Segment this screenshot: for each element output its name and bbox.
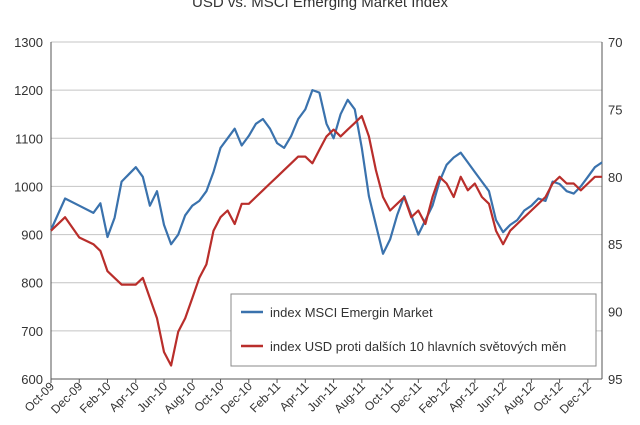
y-left-tick-label: 600 <box>21 372 43 387</box>
x-tick-label: Aug-12 <box>500 379 537 416</box>
y-right-tick-label: 75 <box>608 102 622 117</box>
x-tick-label: Feb-12 <box>416 379 453 416</box>
x-tick-label: Apr-10 <box>107 379 143 415</box>
y-right-tick-label: 70 <box>608 35 622 50</box>
x-tick-label: Dec-12 <box>557 379 594 416</box>
series-line-usd <box>50 115 602 367</box>
y-left-tick-label: 1300 <box>14 35 43 50</box>
y-left-tick-label: 700 <box>21 324 43 339</box>
y-right-tick-label: 95 <box>608 372 622 387</box>
chart-title: USD vs. MSCI Emerging Market Index <box>192 0 448 11</box>
y-right-tick-label: 90 <box>608 305 622 320</box>
x-tick-label: Aug-10 <box>161 379 198 416</box>
x-tick-label: Feb-11 <box>247 379 283 415</box>
y-right-tick-label: 85 <box>608 237 622 252</box>
y-left-tick-label: 1200 <box>14 83 43 98</box>
y-right-tick-label: 80 <box>608 170 622 185</box>
legend-box <box>230 293 597 367</box>
y-left-tick-label: 900 <box>21 228 43 243</box>
x-tick-label: Dec-09 <box>48 379 85 416</box>
x-tick-label: Aug-11 <box>331 379 368 416</box>
y-left-tick-label: 1000 <box>14 179 43 194</box>
legend-label-msci: index MSCI Emergin Market <box>270 305 433 320</box>
x-tick-label: Dec-10 <box>218 379 255 416</box>
x-tick-label: Apr-11 <box>277 379 312 414</box>
x-tick-label: Apr-12 <box>446 379 482 415</box>
legend-label-usd: index USD proti dalších 10 hlavních svět… <box>270 339 566 354</box>
y-left-tick-label: 1100 <box>15 131 43 146</box>
x-tick-label: Feb-10 <box>77 379 114 416</box>
series-layer <box>49 89 603 367</box>
grid-layer <box>51 41 602 332</box>
y-left-tick-label: 800 <box>21 276 43 291</box>
legend: index MSCI Emergin Market index USD prot… <box>230 293 597 367</box>
series-line-msci <box>49 89 603 255</box>
